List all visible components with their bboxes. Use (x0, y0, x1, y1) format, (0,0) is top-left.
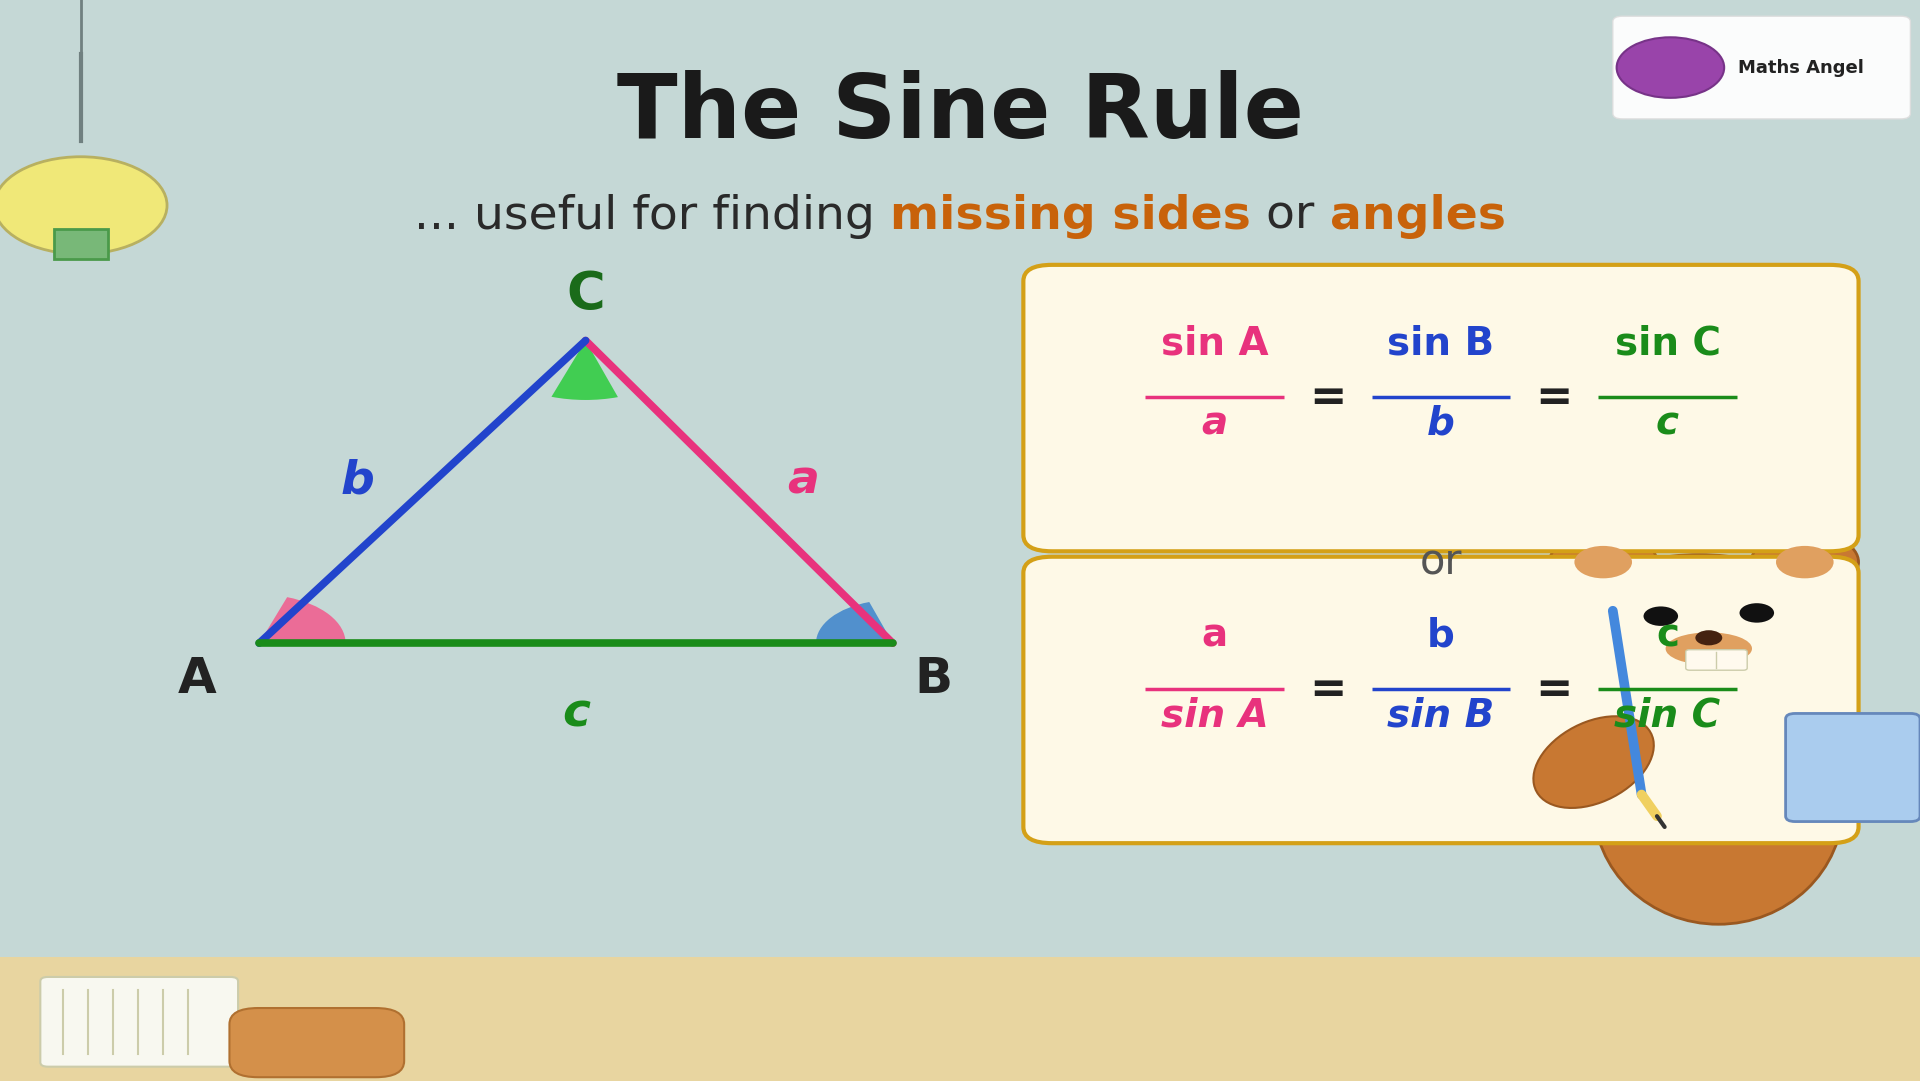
Text: a: a (787, 458, 820, 504)
Text: sin C: sin C (1615, 696, 1720, 734)
Wedge shape (816, 602, 893, 643)
FancyBboxPatch shape (230, 1007, 403, 1077)
Text: c: c (563, 692, 589, 737)
Text: =: = (1309, 668, 1346, 710)
Text: sin B: sin B (1388, 696, 1494, 734)
FancyBboxPatch shape (0, 957, 1920, 1081)
Text: b: b (340, 458, 374, 504)
Ellipse shape (1789, 716, 1897, 809)
Circle shape (1695, 630, 1722, 645)
Text: missing sides: missing sides (891, 193, 1252, 239)
Text: a: a (1202, 616, 1227, 655)
Text: ... useful for finding: ... useful for finding (415, 193, 891, 239)
Circle shape (0, 157, 167, 254)
Text: b: b (1427, 404, 1455, 442)
FancyBboxPatch shape (1786, 713, 1920, 822)
Text: Maths Angel: Maths Angel (1738, 58, 1864, 77)
Text: B: B (914, 655, 952, 703)
Ellipse shape (1665, 632, 1751, 665)
Circle shape (1644, 606, 1678, 626)
Text: or: or (1419, 542, 1463, 583)
Text: or: or (1252, 193, 1329, 239)
FancyBboxPatch shape (1023, 557, 1859, 843)
Text: a: a (1202, 404, 1227, 442)
FancyBboxPatch shape (1686, 650, 1747, 670)
Circle shape (1776, 546, 1834, 578)
Text: sin A: sin A (1160, 696, 1269, 734)
Text: c: c (1657, 404, 1678, 442)
Text: =: = (1536, 668, 1572, 710)
Ellipse shape (1594, 686, 1843, 924)
Text: The Sine Rule: The Sine Rule (616, 70, 1304, 157)
Text: C: C (566, 269, 605, 321)
FancyBboxPatch shape (1613, 16, 1910, 119)
FancyBboxPatch shape (1023, 265, 1859, 551)
FancyBboxPatch shape (40, 977, 238, 1067)
Circle shape (1574, 546, 1632, 578)
Ellipse shape (1534, 717, 1653, 808)
Wedge shape (551, 341, 618, 400)
FancyBboxPatch shape (54, 229, 108, 259)
Text: sin A: sin A (1160, 324, 1269, 362)
Circle shape (1617, 37, 1724, 98)
Text: A: A (179, 655, 217, 703)
Text: c: c (1657, 616, 1678, 655)
Text: angles: angles (1329, 193, 1505, 239)
Circle shape (1561, 555, 1837, 710)
Circle shape (1751, 532, 1859, 592)
Text: sin C: sin C (1615, 324, 1720, 362)
Text: =: = (1309, 376, 1346, 418)
Text: b: b (1427, 616, 1455, 655)
Circle shape (1740, 603, 1774, 623)
Wedge shape (259, 597, 346, 643)
Circle shape (1549, 532, 1657, 592)
Text: sin B: sin B (1388, 324, 1494, 362)
Text: =: = (1536, 376, 1572, 418)
